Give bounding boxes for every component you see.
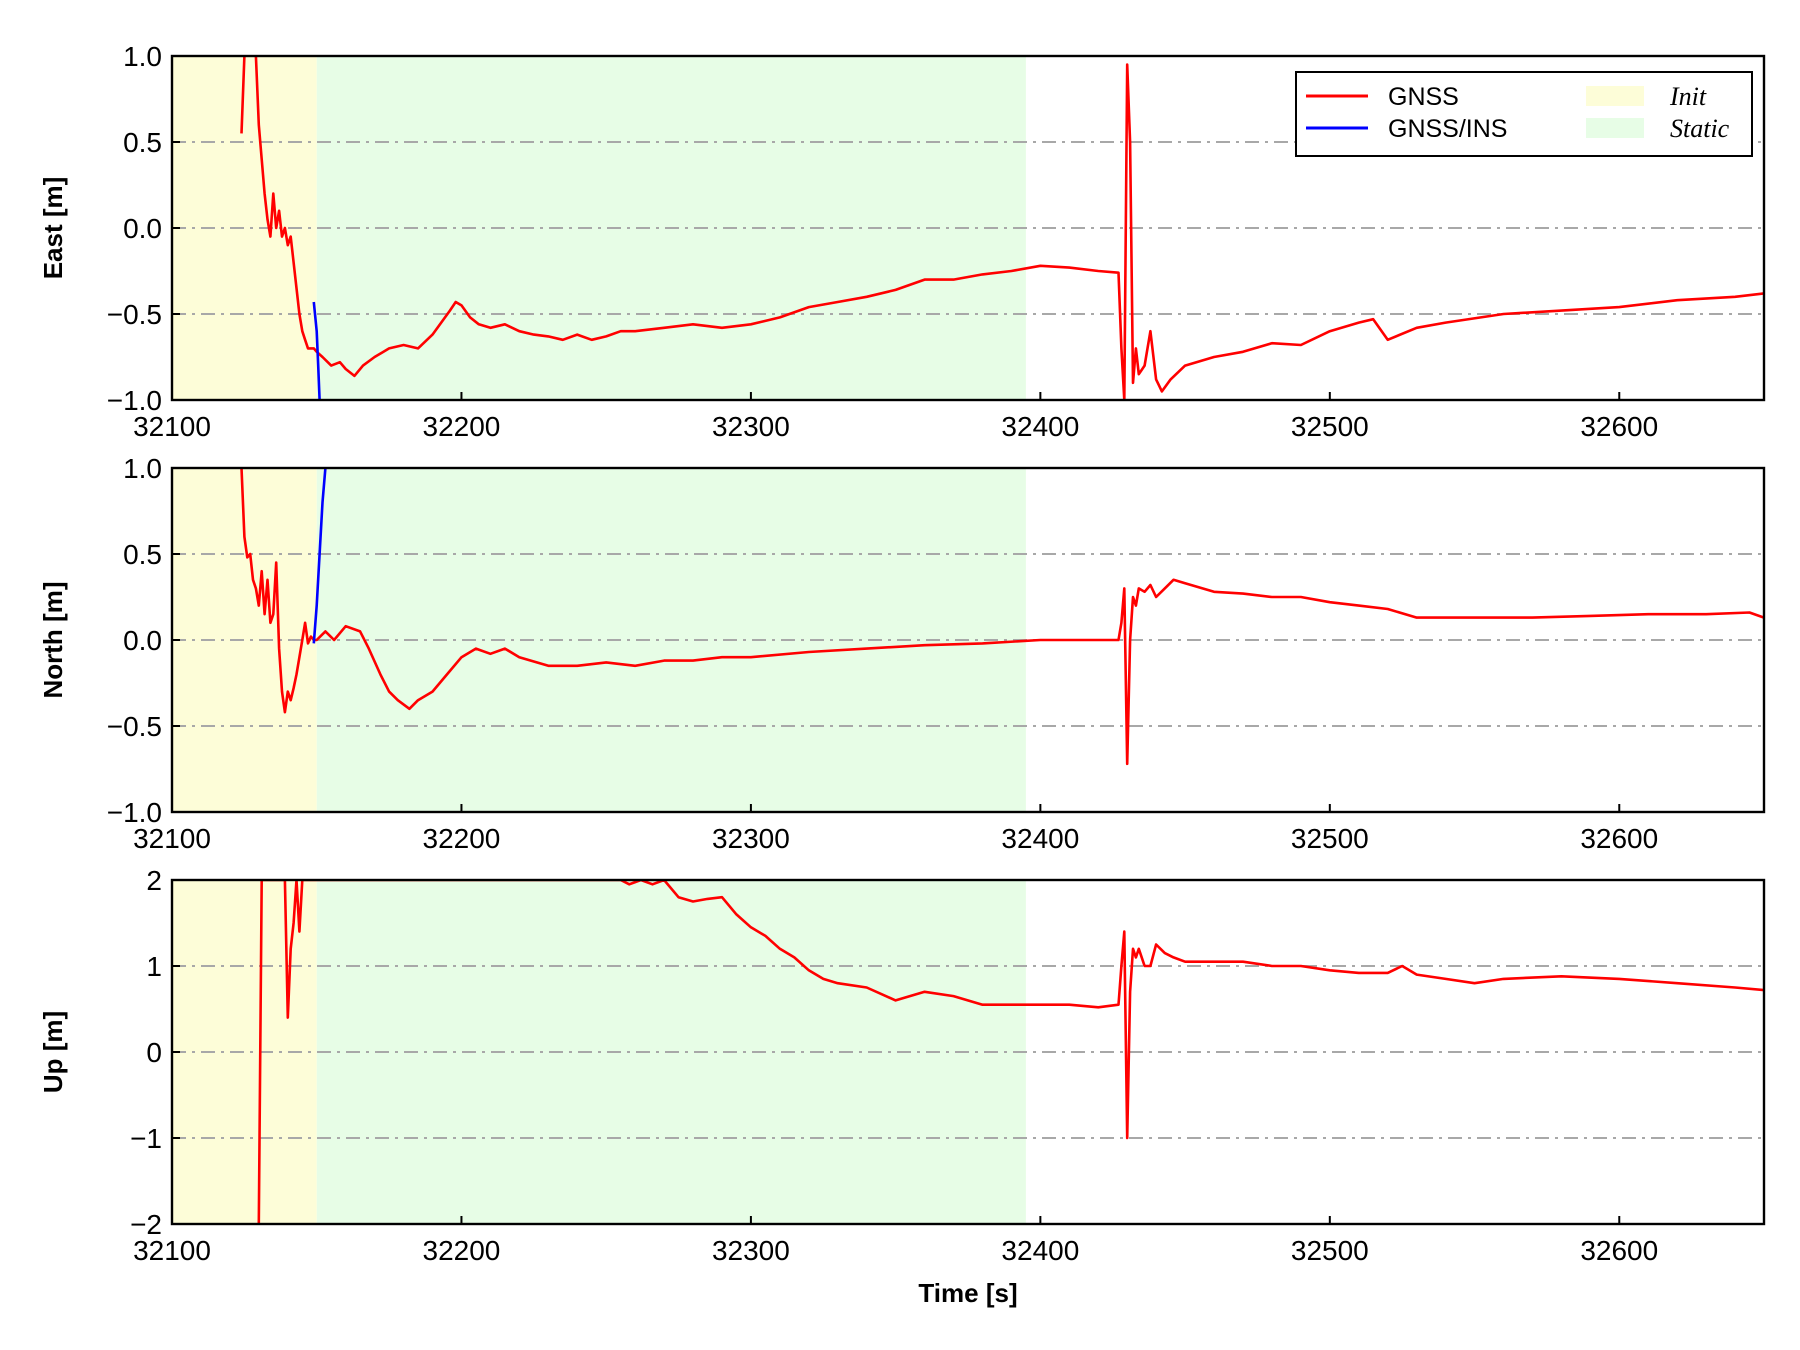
x-tick-label-1-0: 32100 [133,823,211,854]
y-tick-label-2-3: −1 [130,1123,162,1154]
x-tick-label-0-1: 32200 [423,411,501,442]
x-tick-label-2-4: 32500 [1291,1235,1369,1266]
legend: GNSS GNSS/INS Init Static [1295,71,1753,157]
y-tick-label-0-4: −1.0 [107,385,162,416]
x-tick-label-0-2: 32300 [712,411,790,442]
y-tick-label-1-1: 0.5 [123,539,162,570]
legend-label-gnss-ins: GNSS/INS [1388,115,1507,143]
y-tick-label-2-1: 1 [146,951,162,982]
series-gnss-2 [257,880,1764,1224]
y-tick-label-1-3: −0.5 [107,711,162,742]
x-tick-label-0-0: 32100 [133,411,211,442]
y-tick-label-0-2: 0.0 [123,213,162,244]
y-tick-label-0-1: 0.5 [123,127,162,158]
y-tick-label-2-4: −2 [130,1209,162,1240]
x-tick-label-2-1: 32200 [423,1235,501,1266]
x-tick-label-1-5: 32600 [1580,823,1658,854]
x-tick-label-1-1: 32200 [423,823,501,854]
y-tick-label-2-0: 2 [146,865,162,896]
series-gnss-ins-0 [312,301,321,400]
legend-swatch-static [1586,118,1644,138]
y-axis-label-0: East [m] [38,177,68,280]
legend-label-gnss: GNSS [1388,83,1459,111]
legend-frame [1295,71,1753,157]
y-axis-label-2: Up [m] [38,1011,68,1093]
series-gnss-1 [240,468,1764,766]
series-gnss-0 [240,56,1764,400]
x-tick-label-2-2: 32300 [712,1235,790,1266]
y-tick-label-0-3: −0.5 [107,299,162,330]
legend-label-static: Static [1670,114,1730,143]
y-axis-label-1: North [m] [38,582,68,699]
x-tick-label-2-5: 32600 [1580,1235,1658,1266]
y-tick-label-1-4: −1.0 [107,797,162,828]
x-tick-label-0-3: 32400 [1001,411,1079,442]
y-tick-label-1-0: 1.0 [123,453,162,484]
x-tick-label-1-3: 32400 [1001,823,1079,854]
y-tick-label-1-2: 0.0 [123,625,162,656]
legend-label-init: Init [1669,82,1707,111]
x-tick-label-1-2: 32300 [712,823,790,854]
x-tick-label-1-4: 32500 [1291,823,1369,854]
series-gnss-ins-1 [312,468,327,644]
y-tick-label-2-2: 0 [146,1037,162,1068]
legend-swatch-init [1586,86,1644,106]
x-tick-label-2-0: 32100 [133,1235,211,1266]
y-tick-label-0-0: 1.0 [123,41,162,72]
x-tick-label-2-3: 32400 [1001,1235,1079,1266]
x-tick-label-0-5: 32600 [1580,411,1658,442]
x-tick-label-0-4: 32500 [1291,411,1369,442]
x-axis-label: Time [s] [918,1278,1017,1308]
